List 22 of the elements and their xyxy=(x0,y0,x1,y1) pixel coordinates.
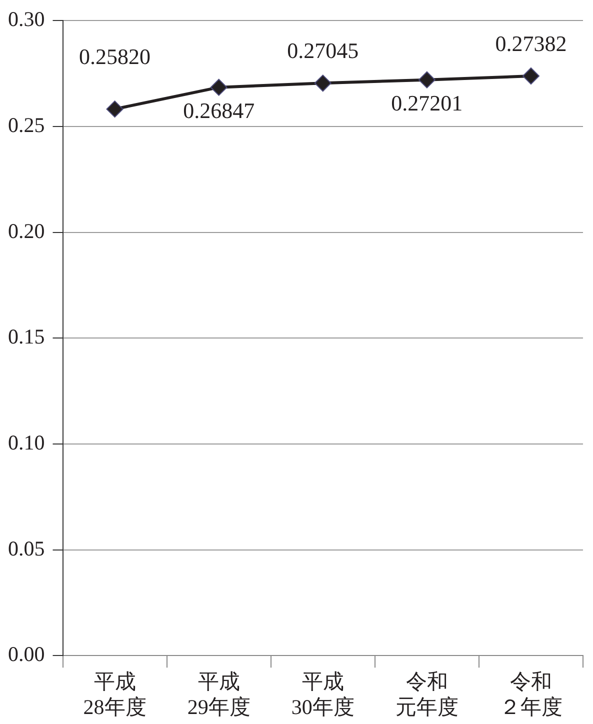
point xyxy=(418,71,436,88)
data-label: 0.25820 xyxy=(79,44,151,69)
data-label: 0.26847 xyxy=(183,98,255,124)
point xyxy=(314,74,332,92)
data-label: 0.27382 xyxy=(495,30,567,56)
y-tick-label: 0.20 xyxy=(8,218,45,243)
y-tick-label: 0.25 xyxy=(8,112,45,137)
x-tick-label: 平成29年度 xyxy=(187,670,250,719)
x-tick-label: 令和２年度 xyxy=(499,670,562,719)
point xyxy=(522,68,540,85)
x-tick-label: 令和元年度 xyxy=(395,670,458,719)
x-tick-label: 平成28年度 xyxy=(83,670,146,719)
point xyxy=(106,100,124,118)
y-tick-label: 0.10 xyxy=(8,430,45,454)
y-tick-label: 0.00 xyxy=(8,642,45,666)
y-tick-label: 0.30 xyxy=(8,7,45,32)
data-label: 0.27045 xyxy=(287,38,359,63)
point xyxy=(210,78,228,96)
x-tick-label: 平成30年度 xyxy=(291,670,354,719)
y-tick-label: 0.15 xyxy=(8,324,45,349)
y-tick-label: 0.05 xyxy=(8,536,45,560)
data-label: 0.27201 xyxy=(391,90,463,116)
